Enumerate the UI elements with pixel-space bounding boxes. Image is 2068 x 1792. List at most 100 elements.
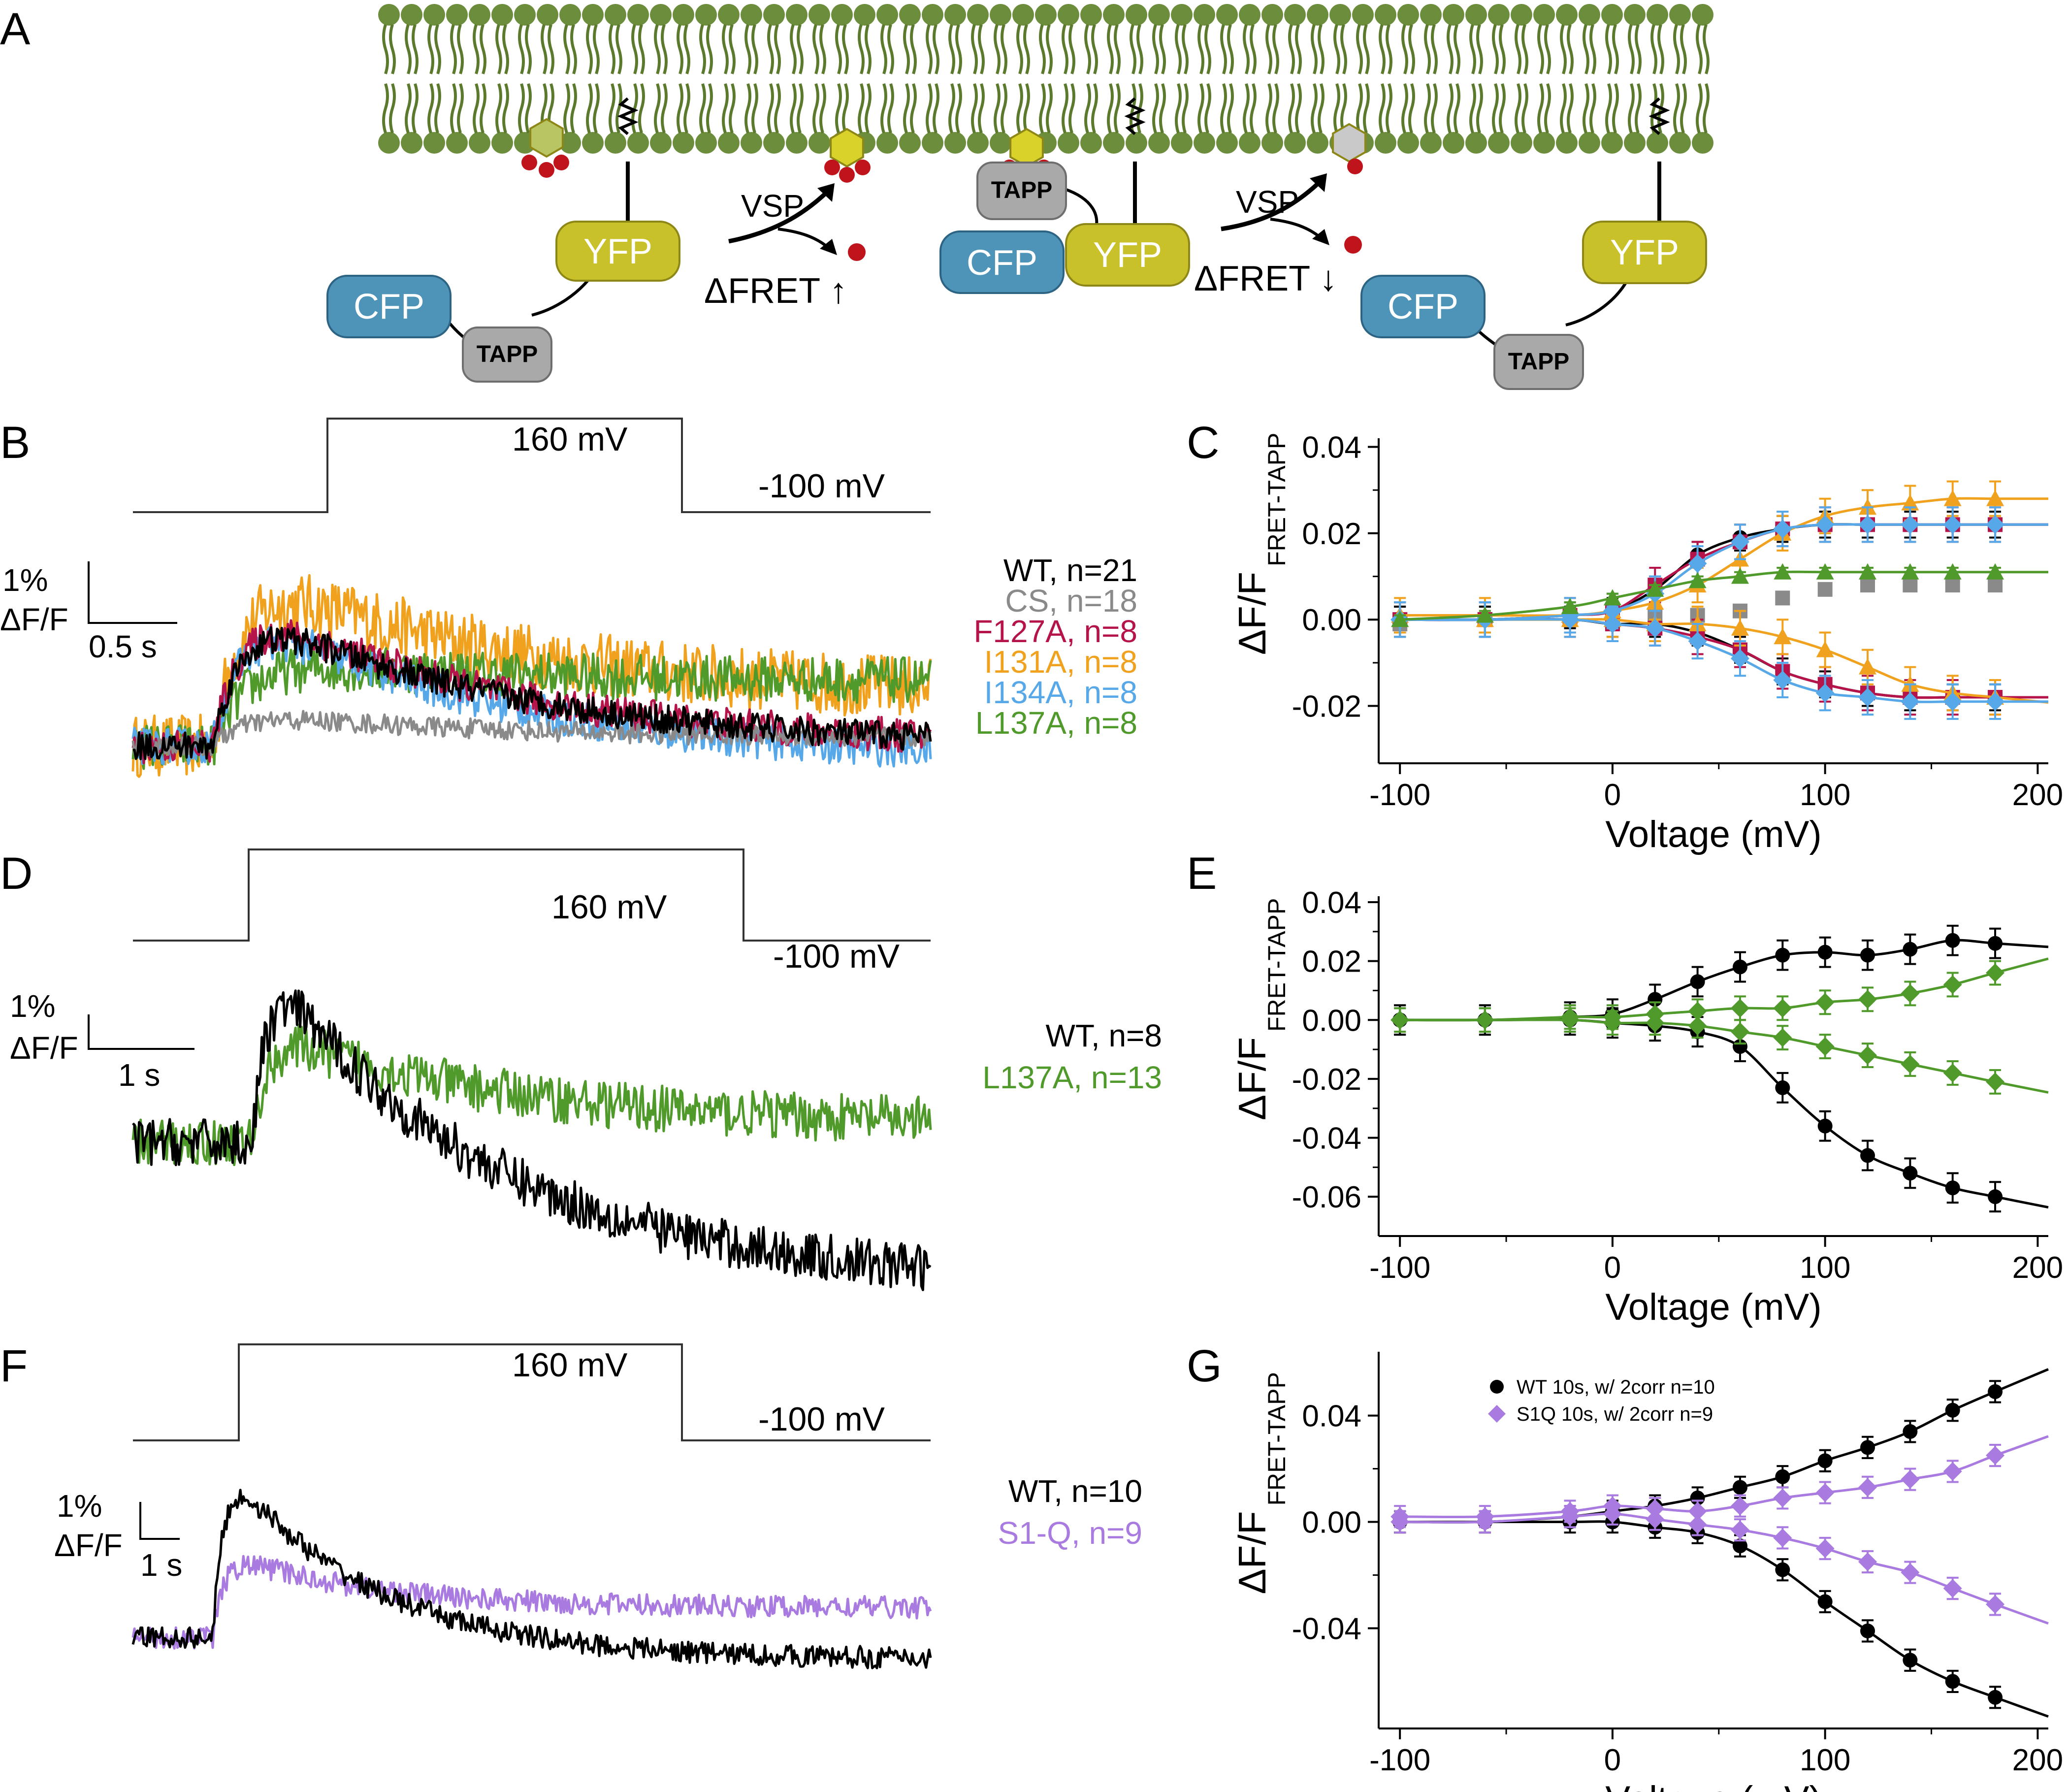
x-axis-label: Voltage (mV)	[1605, 1779, 1821, 1792]
point-i131a-down	[1816, 641, 1834, 657]
point-i134a-down	[1773, 670, 1792, 689]
lipid-head-top	[876, 4, 898, 26]
lipid-tail-bottom	[1084, 83, 1098, 133]
tapp-left	[462, 326, 552, 383]
lipid-tail-bottom	[1424, 83, 1438, 133]
lipid-tail-top	[450, 24, 464, 74]
lipid-tail-top	[880, 24, 894, 74]
lipid-head-bottom	[741, 132, 762, 154]
scale-bar-b-y: 1%	[2, 562, 48, 598]
lipid-tail-bottom	[1265, 83, 1279, 133]
point-wt-down	[1945, 1180, 1960, 1196]
trace-wt	[131, 1489, 932, 1669]
panel-f-traces: F 160 mV -100 mV 1% ΔF/F 1 s WT, n=10 S1-…	[0, 1341, 1142, 1669]
lipid-tail-bottom	[609, 83, 622, 133]
lipid-head-top	[808, 4, 830, 26]
legend-b-entry: L137A, n=8	[975, 705, 1137, 741]
y-axis-label: ΔF/F	[1230, 572, 1274, 655]
point-i134a-down	[1646, 619, 1665, 638]
point-wt-down	[1775, 1080, 1790, 1095]
lipid-head-top	[1511, 4, 1532, 26]
y-axis-label-sub: FRET-TAPP	[1263, 898, 1291, 1032]
point-l137a-down	[1858, 1046, 1877, 1065]
point-s1q-down	[1688, 1515, 1707, 1534]
hold-label-b: -100 mV	[758, 467, 885, 505]
x-tick-label: 200	[2012, 1251, 2063, 1285]
lipid-head-top	[1375, 4, 1396, 26]
lipid-head-top	[1329, 4, 1351, 26]
point-s1q-down	[1773, 1528, 1792, 1547]
vsp-arrow-right	[1221, 175, 1326, 231]
phosphate	[839, 167, 855, 183]
point-l137a-down	[1986, 1072, 2005, 1091]
point-l137a-down	[1646, 1013, 1665, 1033]
lipid-head-top	[1171, 4, 1193, 26]
yfp-right-label: YFP	[1610, 233, 1679, 272]
lipid-tail-bottom	[1220, 83, 1234, 133]
plot-e: -0.06 -0.04 -0.02 0.00 0.02 0.04 -100 0 100 200 Vo…	[1230, 886, 2063, 1328]
lipid-head-bottom	[695, 132, 717, 154]
lipid-tail-top	[473, 24, 486, 74]
lipid-head-top	[967, 4, 989, 26]
point-s1q-down	[1986, 1595, 2005, 1614]
point-i134a-down	[1815, 684, 1835, 703]
lipid-tail-bottom	[903, 83, 917, 133]
lipid-head-top	[1126, 4, 1147, 26]
point-i131a-up	[1901, 494, 1919, 511]
lipid-tail-top	[926, 24, 939, 74]
point-s1q-up	[1773, 1488, 1792, 1507]
traces-b	[131, 574, 932, 778]
lipid-tail-bottom	[858, 83, 872, 133]
point-l137a-up	[1986, 563, 2004, 580]
y-tick-label: -0.04	[1292, 1612, 1361, 1646]
linker-right	[1565, 275, 1631, 326]
lipid-tail-bottom	[880, 83, 894, 133]
lipid-head-top	[1194, 4, 1215, 26]
vsp-release-head-right	[1312, 229, 1329, 245]
lipid-head-bottom	[922, 132, 943, 154]
point-i131a-down	[1731, 619, 1749, 636]
point-l137a-up	[1859, 563, 1877, 580]
lipid-tail-bottom	[1560, 83, 1574, 133]
lipid-head-bottom	[1533, 132, 1555, 154]
lipid-head-top	[695, 4, 717, 26]
lipid-tail-top	[744, 24, 758, 74]
lipid-tail-top	[1469, 24, 1483, 74]
phosphate	[521, 155, 537, 170]
lipid-head-top	[831, 4, 853, 26]
y-axis-label-sub: FRET-TAPP	[1263, 1372, 1291, 1505]
lipid-anchor	[617, 97, 639, 135]
y-tick-label: -0.04	[1292, 1122, 1361, 1156]
lipid-tail-bottom	[1628, 83, 1642, 133]
lipid-head-bottom	[446, 132, 468, 154]
lipid-head-bottom	[1465, 132, 1487, 154]
sensor-middle: TAPP CFP YFP	[939, 162, 1190, 294]
phosphate-released-right	[1344, 236, 1362, 254]
lipid-head-bottom	[718, 132, 740, 154]
panel-label-f: F	[0, 1341, 28, 1391]
phosphate	[855, 160, 871, 175]
scale-bar-f-x: 1 s	[140, 1547, 182, 1583]
phosphate	[539, 162, 554, 178]
x-tick-label: 100	[1800, 1743, 1850, 1777]
lipid-tail-bottom	[699, 83, 713, 133]
yfp-middle-label: YFP	[1093, 235, 1162, 275]
lipid-tail-bottom	[767, 83, 781, 133]
legend-g-marker	[1488, 1405, 1506, 1423]
lipid-head-top	[378, 4, 400, 26]
phosphate	[1347, 159, 1363, 174]
lipid-tail-top	[1650, 24, 1664, 74]
lipid-head-top	[650, 4, 672, 26]
lipid-tail-top	[1401, 24, 1415, 74]
lipid-tail-top	[405, 24, 419, 74]
x-axis-label: Voltage (mV)	[1605, 1286, 1821, 1328]
tapp-middle-label: TAPP	[991, 177, 1052, 203]
lipid-tail-top	[1130, 24, 1143, 74]
lipid-tail-bottom	[586, 83, 600, 133]
lipid-head-bottom	[1261, 132, 1283, 154]
lipid-tail-bottom	[948, 83, 962, 133]
lipid-head-bottom	[469, 132, 490, 154]
panel-label-e: E	[1187, 848, 1217, 899]
point-l137a-up	[1901, 984, 1920, 1003]
lipid-head-bottom	[1216, 132, 1238, 154]
